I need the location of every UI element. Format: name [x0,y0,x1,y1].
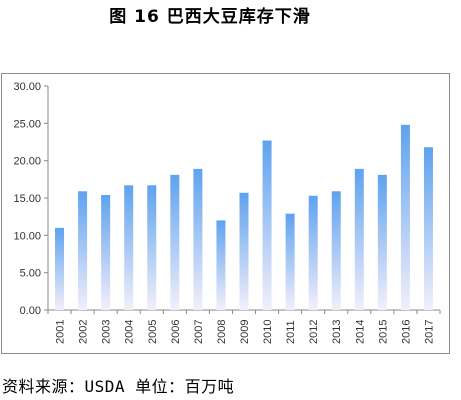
bar-2013 [331,191,341,310]
x-tick-label: 2009 [239,320,251,344]
bar-2002 [78,191,88,310]
bar-2011 [285,213,295,310]
x-tick-label: 2012 [308,320,320,344]
bar-2006 [170,174,180,310]
x-tick-label: 2004 [124,320,136,344]
bar-2012 [308,195,318,310]
y-tick-label: 10.00 [13,230,41,242]
bar-2003 [101,195,111,310]
x-tick-label: 2003 [101,320,113,344]
bar-2016 [400,124,410,311]
bar-2009 [239,192,249,310]
y-tick-label: 30.00 [13,81,41,93]
x-tick-label: 2001 [55,320,67,344]
chart-frame [1,73,450,354]
x-axis: 2001 2002 2003 2004 2005 2006 2007 2008 2009 2010… [47,309,441,344]
x-tick-label: 2014 [354,320,366,344]
bar-2015 [377,174,387,310]
bar-2017 [423,147,433,310]
y-tick-label: 5.00 [20,268,41,280]
bar-2001 [55,227,65,310]
x-tick-label: 2013 [331,320,343,344]
y-axis: 0.00 5.00 10.00 15.00 20.00 25.00 30.00 [13,81,49,317]
x-tick-label: 2015 [377,320,389,344]
bars [55,124,433,311]
bar-2008 [216,220,226,310]
bar-2005 [147,185,157,310]
x-tick-label: 2017 [423,320,435,344]
bar-2004 [124,185,134,310]
y-tick-label: 0.00 [20,305,41,317]
x-tick-label: 2010 [262,320,274,344]
bar-2014 [354,168,364,310]
y-tick-label: 15.00 [13,193,41,205]
x-tick-label: 2011 [285,320,297,344]
x-tick-label: 2008 [216,320,228,344]
y-tick-label: 20.00 [13,156,41,168]
bar-2010 [262,140,272,310]
x-tick-label: 2002 [78,320,90,344]
x-tick-label: 2007 [193,320,205,344]
x-tick-label: 2016 [400,320,412,344]
x-tick-label: 2005 [147,320,159,344]
y-tick-label: 25.00 [13,118,41,130]
figure-title: 图 16 巴西大豆库存下滑 [109,7,311,27]
x-tick-label: 2006 [170,320,182,344]
source-note: 资料来源：USDA 单位：百万吨 [2,377,235,396]
bar-2007 [193,168,203,310]
